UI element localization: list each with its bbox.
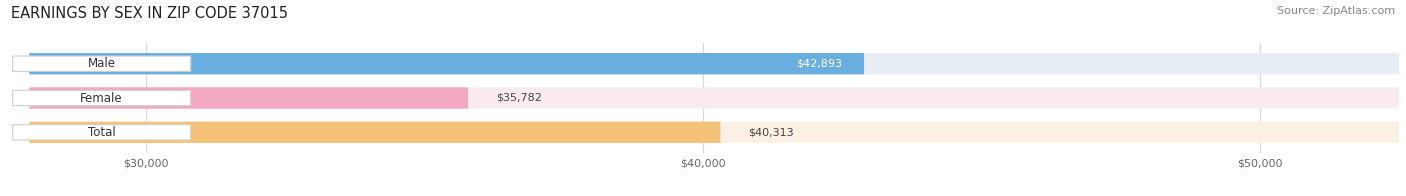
FancyBboxPatch shape	[13, 125, 191, 140]
FancyBboxPatch shape	[30, 122, 720, 143]
Text: EARNINGS BY SEX IN ZIP CODE 37015: EARNINGS BY SEX IN ZIP CODE 37015	[11, 6, 288, 21]
FancyBboxPatch shape	[13, 90, 191, 106]
FancyBboxPatch shape	[13, 56, 191, 71]
FancyBboxPatch shape	[30, 53, 1399, 74]
Text: Total: Total	[87, 126, 115, 139]
FancyBboxPatch shape	[30, 87, 1399, 109]
FancyBboxPatch shape	[30, 53, 865, 74]
Text: $42,893: $42,893	[796, 59, 842, 69]
Text: Source: ZipAtlas.com: Source: ZipAtlas.com	[1277, 6, 1395, 16]
Text: $40,313: $40,313	[748, 127, 794, 137]
Text: Male: Male	[87, 57, 115, 70]
FancyBboxPatch shape	[30, 87, 468, 109]
FancyBboxPatch shape	[30, 122, 1399, 143]
Text: Female: Female	[80, 92, 122, 104]
Text: $35,782: $35,782	[496, 93, 541, 103]
